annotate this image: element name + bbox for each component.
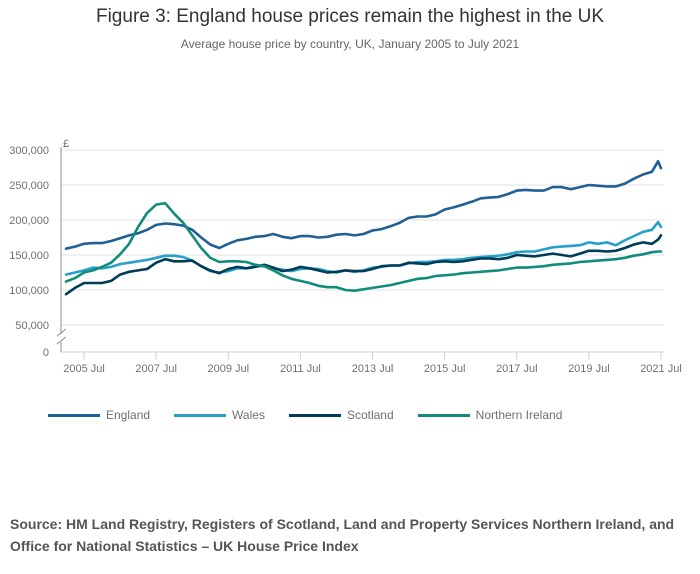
chart-title: Figure 3: England house prices remain th… bbox=[95, 6, 605, 27]
y-tick-label: 250,000 bbox=[9, 180, 49, 192]
x-tick-labels: 2005 Jul 2007 Jul 2009 Jul 2011 Jul 2013 Jul… bbox=[63, 352, 682, 375]
legend-label-england: England bbox=[106, 408, 151, 422]
axis-break-mark bbox=[56, 328, 67, 337]
x-tick-label: 2021 Jul bbox=[640, 363, 682, 375]
y-axis-unit-label: £ bbox=[63, 138, 69, 150]
legend-label-northern-ireland: Northern Ireland bbox=[475, 408, 563, 422]
legend-label-scotland: Scotland bbox=[346, 408, 394, 422]
series-line-northern-ireland[interactable] bbox=[64, 201, 663, 293]
legend-item-scotland[interactable]: Scotland bbox=[288, 408, 394, 422]
x-tick-label: 2009 Jul bbox=[207, 363, 249, 375]
legend-swatch-england bbox=[48, 413, 100, 417]
x-tick-label: 2017 Jul bbox=[496, 363, 538, 375]
y-tick-label: 200,000 bbox=[9, 215, 49, 227]
legend-swatch-northern-ireland bbox=[417, 413, 470, 417]
chart-subtitle: Average house price by country, UK, Janu… bbox=[180, 37, 520, 51]
legend-item-england[interactable]: England bbox=[48, 408, 150, 422]
series-line-wales[interactable] bbox=[64, 220, 663, 276]
legend: England Wales Scotland Northern Ireland bbox=[48, 408, 586, 422]
y-tick-label: 50,000 bbox=[15, 320, 49, 332]
series-line-england[interactable] bbox=[64, 159, 663, 250]
legend-swatch-wales bbox=[174, 413, 227, 417]
x-tick-label: 2005 Jul bbox=[63, 363, 105, 375]
y-tick-label: 150,000 bbox=[9, 250, 49, 262]
x-tick-label: 2007 Jul bbox=[135, 363, 177, 375]
source-note: Source: HM Land Registry, Registers of S… bbox=[10, 516, 675, 554]
line-chart: £ 0 50,000 100,000 150,000 200,000 250,000 300… bbox=[9, 138, 682, 375]
y-tick-label: 300,000 bbox=[9, 145, 49, 157]
y-tick-label: 100,000 bbox=[9, 285, 49, 297]
legend-swatch-scotland bbox=[288, 413, 341, 417]
axes bbox=[56, 147, 664, 353]
series-lines bbox=[64, 159, 663, 296]
x-tick-label: 2015 Jul bbox=[424, 363, 466, 375]
series-line-scotland[interactable] bbox=[64, 234, 663, 296]
axis-break-mark bbox=[56, 336, 67, 345]
y-tick-label: 0 bbox=[43, 347, 49, 359]
legend-item-wales[interactable]: Wales bbox=[174, 408, 265, 422]
x-tick-label: 2019 Jul bbox=[568, 363, 610, 375]
legend-item-northern-ireland[interactable]: Northern Ireland bbox=[417, 408, 563, 422]
x-tick-label: 2011 Jul bbox=[280, 363, 321, 375]
legend-label-wales: Wales bbox=[232, 408, 265, 422]
y-tick-labels: 0 50,000 100,000 150,000 200,000 250,000 300,0… bbox=[9, 145, 49, 359]
gridlines bbox=[61, 149, 664, 326]
x-tick-label: 2013 Jul bbox=[352, 363, 394, 375]
